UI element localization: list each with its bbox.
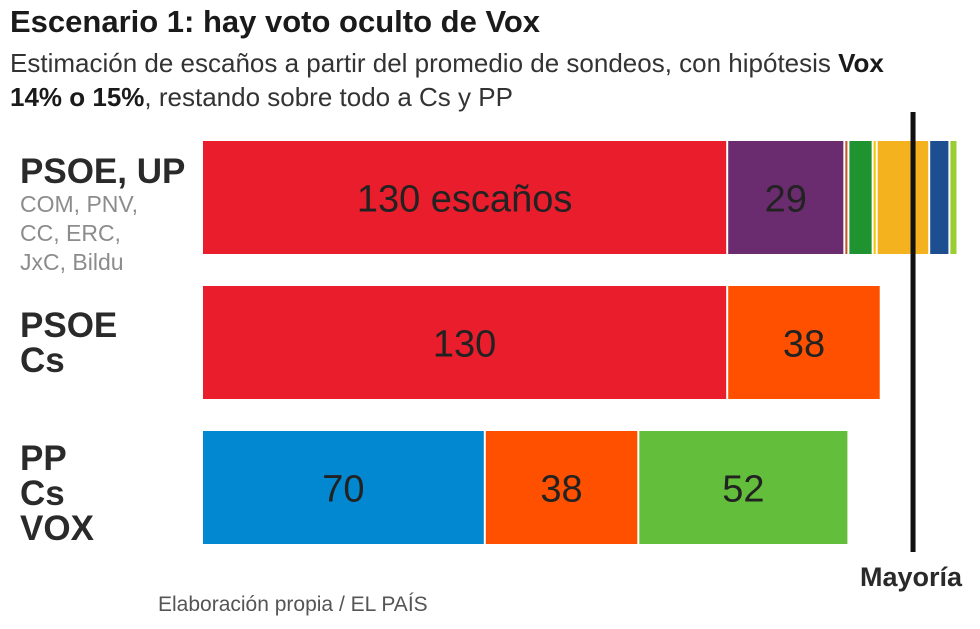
bar-segment-cs: [728, 286, 880, 399]
bar-value-label: 130 escaños: [357, 179, 573, 221]
group-label-main: PP Cs VOX: [20, 439, 94, 548]
bar-segment-pp: [203, 431, 484, 544]
bar-value-label: 38: [783, 324, 825, 366]
bar-value-label: 52: [722, 469, 764, 511]
subtitle-text: Estimación de escaños a partir del prome…: [10, 48, 839, 78]
group-label-main: PSOE Cs: [20, 306, 118, 380]
bar-segment-psoe: [203, 286, 727, 399]
bar-segment-pnv: [849, 141, 872, 254]
chart-title: Escenario 1: hay voto oculto de Vox: [10, 4, 540, 39]
bar-segment-com: [845, 141, 848, 254]
bar-segment-erc: [877, 141, 929, 254]
bar-segment-up: [728, 141, 844, 254]
bar-value-label: 29: [765, 179, 807, 221]
group-label-right-bloc: PP Cs VOX: [20, 441, 94, 546]
subtitle-bold: Vox 14% o 15%: [10, 48, 884, 112]
bar-value-label: 38: [540, 469, 582, 511]
bar-value-label: 70: [322, 469, 364, 511]
bar-segment-psoe: [203, 141, 727, 254]
bar-segment-bildu: [950, 141, 957, 254]
majority-label: Mayoría: [860, 562, 963, 592]
group-label-main: PSOE, UP: [20, 152, 186, 191]
group-label-sub: COM, PNV, CC, ERC, JxC, Bildu: [20, 191, 139, 275]
group-label-psoe-cs: PSOE Cs: [20, 308, 117, 378]
source-note: Elaboración propia / EL PAÍS: [158, 593, 428, 616]
bar-segment-cc: [873, 141, 876, 254]
bar-segment-vox: [639, 431, 848, 544]
group-label-left-bloc: PSOE, UP COM, PNV, CC, ERC, JxC, Bildu: [20, 154, 185, 277]
bar-value-label: 130: [433, 324, 496, 366]
subtitle-text-end: , restando sobre todo a Cs y PP: [144, 82, 513, 112]
chart-subtitle: Estimación de escaños a partir del prome…: [10, 46, 910, 114]
bar-segment-cs: [485, 431, 638, 544]
bar-segment-jxc: [930, 141, 949, 254]
